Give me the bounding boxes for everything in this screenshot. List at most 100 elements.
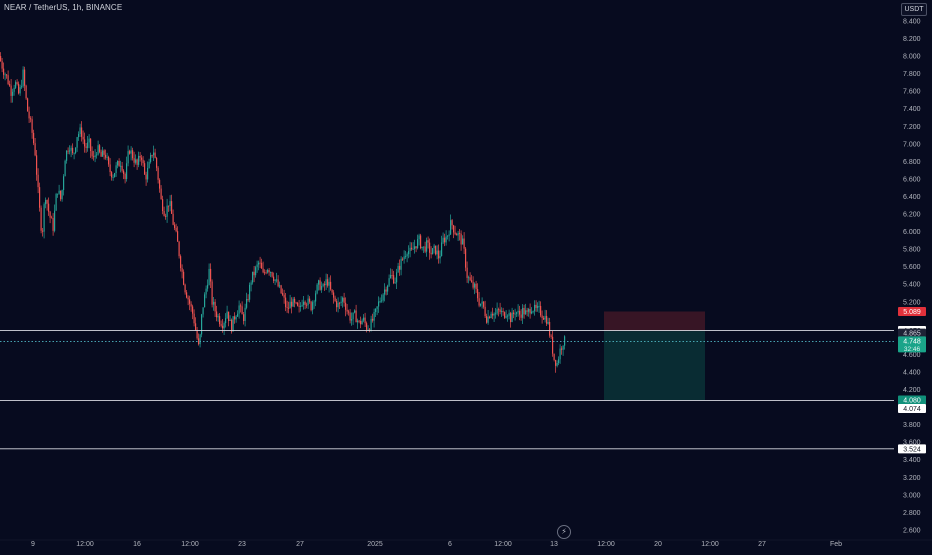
candle-body bbox=[312, 302, 314, 311]
candle-body bbox=[163, 211, 165, 216]
candle-body bbox=[120, 165, 122, 167]
candle-body bbox=[423, 246, 425, 248]
candle-body bbox=[369, 329, 371, 331]
candle-body bbox=[385, 289, 387, 292]
candle-body bbox=[408, 250, 410, 255]
candle-body bbox=[192, 306, 194, 314]
candle-body bbox=[367, 329, 369, 331]
candle-body bbox=[238, 305, 240, 314]
candle-body bbox=[237, 313, 239, 317]
candle-body bbox=[78, 134, 80, 138]
candle-body bbox=[486, 316, 488, 323]
candle-body bbox=[409, 247, 411, 251]
candle-body bbox=[226, 311, 228, 319]
candle-body bbox=[555, 359, 557, 366]
candle-body bbox=[147, 168, 149, 180]
candle-body bbox=[339, 302, 341, 304]
price-axis-background[interactable] bbox=[894, 0, 932, 520]
symbol-title[interactable]: NEAR / TetherUS, 1h, BINANCE bbox=[4, 3, 123, 12]
candle-body bbox=[357, 320, 359, 323]
stop-price-label: 5.089 bbox=[903, 309, 921, 316]
candle-body bbox=[390, 275, 392, 279]
candle-body bbox=[316, 284, 318, 294]
price-tick-label: 4.400 bbox=[903, 369, 921, 376]
candle-body bbox=[207, 284, 209, 289]
candle-body bbox=[247, 299, 249, 300]
time-tick-label: 12:00 bbox=[76, 541, 94, 548]
candle-body bbox=[432, 248, 434, 255]
currency-button[interactable]: USDT bbox=[901, 3, 927, 16]
candle-body bbox=[22, 69, 24, 87]
candle-body bbox=[282, 293, 284, 295]
stop-loss-zone[interactable] bbox=[604, 311, 705, 332]
price-tick-label: 3.400 bbox=[903, 457, 921, 464]
candle-body bbox=[352, 312, 354, 320]
candle-body bbox=[430, 252, 432, 255]
candle-body bbox=[426, 240, 428, 252]
candle-body bbox=[39, 187, 41, 208]
candle-body bbox=[88, 138, 90, 143]
candle-body bbox=[234, 316, 236, 320]
candle-body bbox=[309, 298, 311, 302]
candle-body bbox=[222, 325, 224, 329]
candle-body bbox=[450, 220, 452, 235]
candle-body bbox=[456, 234, 458, 236]
candle-body bbox=[297, 302, 299, 306]
time-tick-label: 16 bbox=[133, 541, 141, 548]
candle-body bbox=[97, 145, 99, 155]
candle-body bbox=[243, 314, 245, 322]
candle-body bbox=[244, 307, 246, 322]
candle-body bbox=[186, 292, 188, 298]
candle-body bbox=[210, 268, 212, 282]
time-tick-label: 12:00 bbox=[181, 541, 199, 548]
candle-body bbox=[246, 299, 248, 308]
candle-body bbox=[240, 305, 242, 307]
candle-body bbox=[112, 177, 114, 178]
candle-body bbox=[520, 314, 522, 318]
candle-body bbox=[517, 310, 519, 313]
price-tick-label: 7.000 bbox=[903, 141, 921, 148]
time-tick-label: 27 bbox=[758, 541, 766, 548]
candle-body bbox=[393, 275, 395, 284]
candle-body bbox=[148, 161, 150, 169]
bolt-icon[interactable]: ⚡ bbox=[557, 525, 571, 539]
candle-body bbox=[562, 345, 564, 350]
candle-body bbox=[493, 313, 495, 316]
candle-body bbox=[370, 318, 372, 331]
candle-body bbox=[33, 132, 35, 144]
candle-body bbox=[60, 190, 62, 200]
candle-body bbox=[177, 231, 179, 242]
candle-body bbox=[0, 56, 2, 62]
candle-body bbox=[138, 155, 140, 165]
candle-body bbox=[129, 151, 131, 154]
candle-body bbox=[532, 311, 534, 313]
candle-body bbox=[159, 179, 161, 189]
candle-body bbox=[178, 241, 180, 257]
candle-body bbox=[508, 313, 510, 316]
candle-body bbox=[255, 267, 257, 276]
level-price-label: 4.074 bbox=[903, 406, 921, 413]
candle-body bbox=[406, 254, 408, 257]
candle-body bbox=[280, 285, 282, 294]
time-tick-label: 9 bbox=[31, 541, 35, 548]
candle-body bbox=[306, 304, 308, 306]
candle-body bbox=[208, 268, 210, 285]
candle-body bbox=[172, 213, 174, 225]
take-profit-zone[interactable] bbox=[604, 331, 705, 401]
candle-body bbox=[354, 310, 356, 313]
candle-body bbox=[328, 281, 330, 286]
candle-body bbox=[30, 118, 32, 120]
candle-body bbox=[127, 151, 129, 164]
candle-body bbox=[376, 306, 378, 309]
candle-body bbox=[417, 239, 419, 249]
candle-body bbox=[253, 271, 255, 276]
time-tick-label: 13 bbox=[550, 541, 558, 548]
candle-body bbox=[241, 306, 243, 315]
time-tick-label: 12:00 bbox=[494, 541, 512, 548]
candle-body bbox=[535, 304, 537, 308]
candle-body bbox=[12, 91, 14, 96]
candle-body bbox=[136, 159, 138, 165]
candle-body bbox=[132, 150, 134, 159]
